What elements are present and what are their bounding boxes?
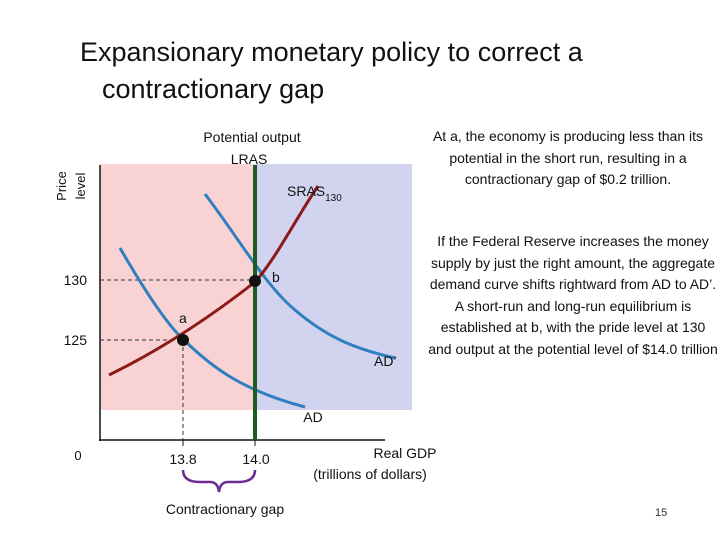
y-axis-label-price: Price bbox=[54, 171, 69, 201]
lras-label: LRAS bbox=[231, 151, 268, 167]
sras-curve bbox=[108, 185, 320, 377]
contractionary-gap-region bbox=[100, 164, 255, 410]
contractionary-gap-label: Contractionary gap bbox=[166, 501, 285, 517]
gap-bracket bbox=[181, 469, 257, 493]
y-tick-125: 125 bbox=[64, 332, 88, 348]
slide-title-line-2: contractionary gap bbox=[102, 74, 325, 104]
x-tick-14-0: 14.0 bbox=[242, 451, 269, 467]
slide-title: Expansionary monetary policy to correct … bbox=[80, 34, 680, 108]
explanation-note-2: If the Federal Reserve increases the mon… bbox=[428, 233, 718, 357]
sras-label: SRAS130 bbox=[287, 183, 342, 204]
origin-label: 0 bbox=[74, 448, 81, 463]
explanation-note-1: At a, the economy is producing less than… bbox=[432, 128, 704, 187]
y-tick-130: 130 bbox=[64, 272, 88, 288]
x-axis-label-real-gdp: Real GDP bbox=[373, 445, 436, 461]
point-a bbox=[177, 334, 189, 346]
ad-prime-label: AD’ bbox=[374, 353, 397, 369]
ad-prime-curve bbox=[203, 193, 396, 360]
page-number: 15 bbox=[655, 507, 668, 519]
slide-title-line-1: Expansionary monetary policy to correct … bbox=[80, 37, 583, 67]
x-tick-13-8: 13.8 bbox=[169, 451, 196, 467]
point-a-label: a bbox=[179, 310, 187, 326]
potential-output-region bbox=[255, 164, 412, 410]
point-b-label: b bbox=[272, 269, 280, 285]
point-b bbox=[249, 275, 261, 287]
lras-label-potential-output: Potential output bbox=[203, 129, 300, 145]
ad-label: AD bbox=[303, 409, 322, 425]
x-axis-label-units: (trillions of dollars) bbox=[313, 466, 427, 482]
y-axis-label-level: level bbox=[73, 173, 88, 200]
